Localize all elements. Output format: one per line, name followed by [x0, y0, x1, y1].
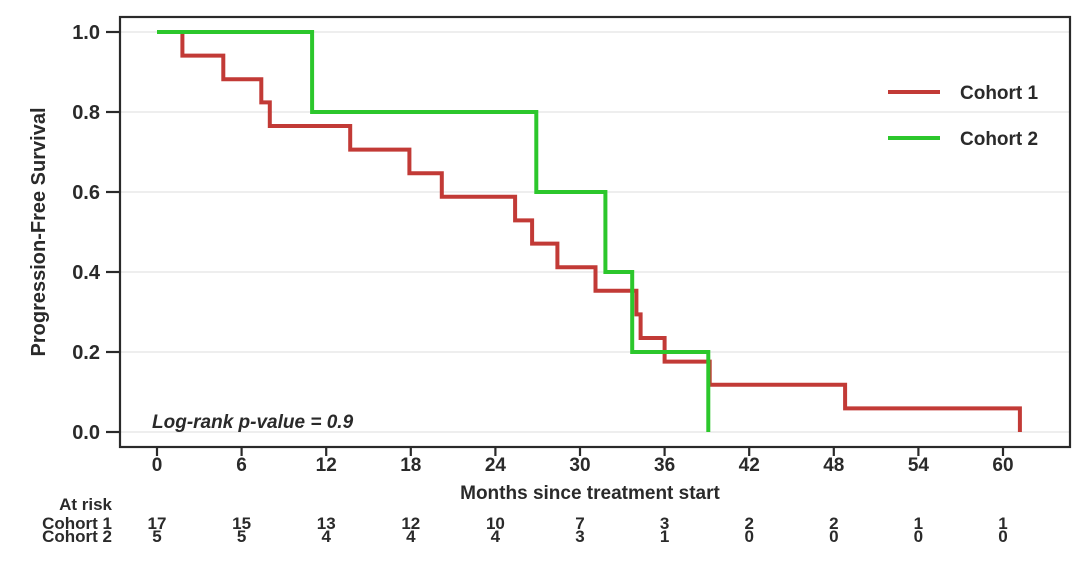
- x-tick-label: 42: [739, 455, 760, 476]
- series-curve-cohort-1: [157, 30, 1022, 432]
- at-risk-value: 7: [575, 514, 584, 533]
- at-risk-value: 4: [491, 527, 501, 546]
- at-risk-value: 12: [401, 514, 420, 533]
- at-risk-value: 0: [744, 527, 753, 546]
- at-risk-value: 4: [406, 527, 416, 546]
- at-risk-value: 13: [317, 514, 336, 533]
- at-risk-value: 5: [152, 527, 161, 546]
- at-risk-values: 17 15 13 12 10 7 3 2 2 1 15 5 4 4 4 3 1 0 0 0 0: [148, 514, 1008, 546]
- at-risk-value: 1: [998, 514, 1007, 533]
- at-risk-value: 3: [575, 527, 584, 546]
- x-tick-label: 6: [236, 455, 247, 476]
- pvalue-annotation: Log-rank p-value = 0.9: [152, 412, 354, 433]
- at-risk-value: 0: [829, 527, 838, 546]
- at-risk-value: 0: [998, 527, 1007, 546]
- at-risk-value: 2: [744, 514, 753, 533]
- x-tick-label: 60: [992, 455, 1013, 476]
- at-risk-value: 5: [237, 527, 246, 546]
- legend-label-cohort-2: Cohort 2: [960, 129, 1038, 150]
- x-axis-title: Months since treatment start: [460, 483, 720, 504]
- at-risk-value: 10: [486, 514, 505, 533]
- at-risk-row-label-cohort-2: Cohort 2: [42, 527, 112, 546]
- series-curve-cohort-2: [157, 30, 711, 432]
- at-risk-table: At risk Cohort 1 Cohort 2 17 15 13 12 10 7 3 2 2…: [42, 495, 1008, 546]
- plot-panel-border: [118, 15, 1072, 449]
- at-risk-value: 0: [914, 527, 923, 546]
- y-tick-label: 0.6: [72, 182, 100, 204]
- y-tick-label: 0.8: [72, 102, 100, 124]
- at-risk-value: 1: [914, 514, 923, 533]
- x-tick-label: 36: [654, 455, 675, 476]
- x-tick-label: 30: [569, 455, 590, 476]
- axes: 1.0 0.8 0.6 0.4 0.2 0.0 0 6 12 18 24 30 36 42 48 54 60: [72, 22, 1013, 476]
- y-tick-label: 0.4: [72, 262, 101, 284]
- at-risk-value: 17: [148, 514, 167, 533]
- survival-curves: [157, 30, 1022, 432]
- at-risk-row-label-cohort-1: Cohort 1: [42, 514, 112, 533]
- y-tick-label: 1.0: [72, 22, 100, 44]
- at-risk-value: 15: [232, 514, 251, 533]
- at-risk-value: 4: [321, 527, 331, 546]
- at-risk-value: 3: [660, 514, 669, 533]
- x-tick-label: 12: [316, 455, 337, 476]
- y-axis-title: Progression-Free Survival: [28, 108, 50, 357]
- at-risk-value: 2: [829, 514, 838, 533]
- at-risk-value: 1: [660, 527, 669, 546]
- y-tick-label: 0.2: [72, 342, 100, 364]
- legend-label-cohort-1: Cohort 1: [960, 83, 1039, 104]
- legend: Cohort 1 Cohort 2: [888, 83, 1039, 150]
- x-tick-label: 18: [400, 455, 421, 476]
- x-tick-label: 24: [485, 455, 507, 476]
- at-risk-header: At risk: [59, 495, 112, 514]
- x-tick-label: 48: [823, 455, 844, 476]
- x-tick-label: 54: [908, 455, 930, 476]
- y-tick-label: 0.0: [72, 422, 100, 444]
- x-tick-label: 0: [152, 455, 163, 476]
